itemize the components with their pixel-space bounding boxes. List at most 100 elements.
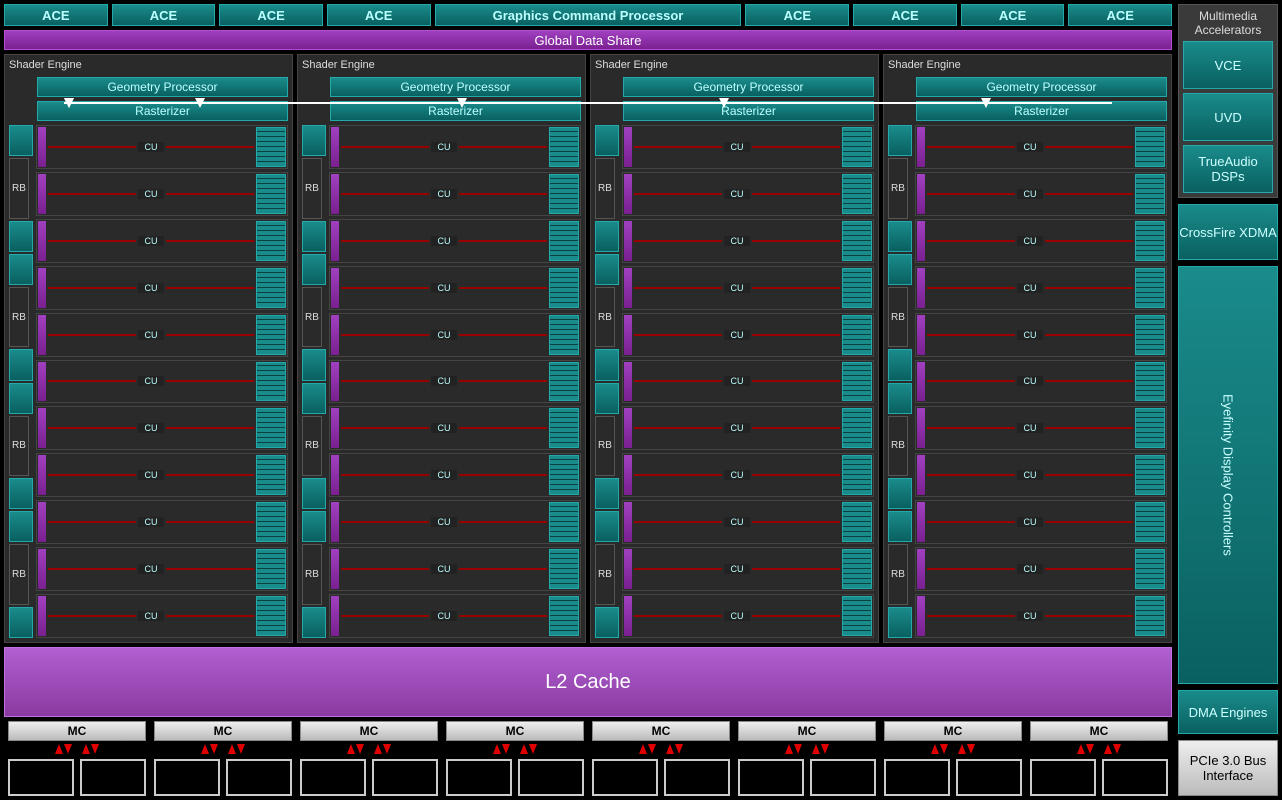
memory-chip-icon [300,759,366,796]
cu-simd: CU [48,611,254,621]
cu-label-block: CU [431,283,457,293]
cu-registers-icon [1135,315,1165,355]
cu-lanes-icon [927,568,1015,570]
cu-registers-icon [549,174,579,214]
memory-chip-icon [664,759,730,796]
cu-simd: CU [341,470,547,480]
cu-registers-icon [549,502,579,542]
compute-unit: CU [915,172,1167,216]
cu-lanes-icon [1045,474,1133,476]
cu-lanes-icon [752,287,840,289]
cu-cache-icon [38,174,46,214]
trueaudio-block: TrueAudio DSPs [1183,145,1273,193]
cu-registers-icon [842,221,872,261]
cu-label-block: CU [724,376,750,386]
cu-simd: CU [48,236,254,246]
cu-lanes-icon [166,193,254,195]
compute-unit: CU [915,500,1167,544]
rb-stripe [595,511,619,542]
compute-unit: CU [329,125,581,169]
cu-lanes-icon [48,240,136,242]
cu-column: CUCUCUCUCUCUCUCUCUCUCU [36,125,288,638]
cu-registers-icon [842,174,872,214]
cu-registers-icon [1135,362,1165,402]
ace-block: ACE [327,4,431,26]
cu-lanes-icon [634,146,722,148]
cu-simd: CU [341,376,547,386]
shader-engine: Shader EngineGeometry ProcessorRasterize… [297,54,586,643]
cu-lanes-icon [927,146,1015,148]
compute-unit: CU [622,500,874,544]
cu-lanes-icon [48,615,136,617]
cu-label-block: CU [1017,376,1043,386]
cu-simd: CU [927,423,1133,433]
cu-registers-icon [549,408,579,448]
cu-lanes-icon [927,474,1015,476]
arrow-down-icon [91,744,99,754]
arrow-up-icon [201,744,209,754]
cu-label-block: CU [1017,470,1043,480]
shader-engine-title: Shader Engine [9,59,288,71]
cu-simd: CU [341,236,547,246]
ace-block: ACE [853,4,957,26]
cu-lanes-icon [752,334,840,336]
compute-unit: CU [329,313,581,357]
cu-lanes-icon [341,474,429,476]
cu-label-block: CU [1017,283,1043,293]
cu-registers-icon [549,596,579,636]
cu-label-block: CU [431,423,457,433]
cu-cache-icon [624,315,632,355]
rb-label: RB [302,287,322,347]
mc-arrows [154,744,292,756]
cu-label-block: CU [431,236,457,246]
rb-label: RB [595,158,615,218]
cu-registers-icon [842,127,872,167]
cu-lanes-icon [341,240,429,242]
cu-label-block: CU [431,376,457,386]
cu-label-block: CU [1017,236,1043,246]
memory-chips [154,759,292,796]
cu-lanes-icon [634,380,722,382]
cu-cache-icon [917,362,925,402]
cu-cache-icon [331,221,339,261]
rb-stripe [302,607,326,638]
arrow-down-icon [1113,744,1121,754]
cu-registers-icon [256,362,286,402]
compute-unit: CU [329,172,581,216]
cu-registers-icon [549,268,579,308]
rb-label: RB [888,158,908,218]
cu-cache-icon [624,127,632,167]
cu-cache-icon [38,596,46,636]
memory-controller: MC [8,721,146,796]
cu-registers-icon [842,549,872,589]
compute-unit: CU [36,266,288,310]
cu-lanes-icon [459,568,547,570]
memory-chips [8,759,146,796]
mc-arrows [300,744,438,756]
cu-lanes-icon [166,334,254,336]
cu-area: RBRBRBRBCUCUCUCUCUCUCUCUCUCUCU [888,125,1167,638]
cu-simd: CU [927,142,1133,152]
cu-lanes-icon [634,427,722,429]
arrow-down-icon [675,744,683,754]
cu-registers-icon [842,455,872,495]
cu-simd: CU [48,423,254,433]
arrow-up-icon [228,744,236,754]
compute-unit: CU [622,453,874,497]
multimedia-accelerators-group: Multimedia Accelerators VCE UVD TrueAudi… [1178,4,1278,198]
cu-lanes-icon [341,146,429,148]
cu-registers-icon [256,268,286,308]
cu-lanes-icon [752,146,840,148]
geometry-processor: Geometry Processor [37,77,288,97]
cu-registers-icon [256,221,286,261]
compute-unit: CU [915,219,1167,263]
cu-label-block: CU [431,564,457,574]
cu-lanes-icon [341,521,429,523]
cu-registers-icon [549,549,579,589]
cu-label-block: CU [138,564,164,574]
arrow-up-icon [1077,744,1085,754]
rb-stripe [595,478,619,509]
arrow-down-icon [383,744,391,754]
arrow-up-icon [520,744,528,754]
gpu-block-diagram: ACEACEACEACEGraphics Command ProcessorAC… [0,0,1282,800]
